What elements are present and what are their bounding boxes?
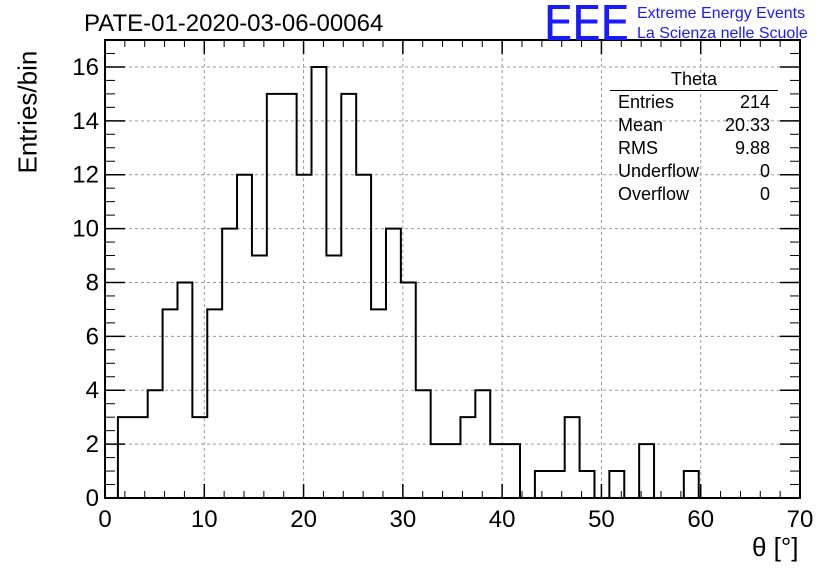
histogram-bin [446,444,461,498]
x-tick-label: 0 [98,506,111,533]
logo-caption-line1: Extreme Energy Events [637,5,806,22]
histogram-bin [639,444,654,498]
histogram-bin [386,229,401,498]
stats-box: Theta Entries 214 Mean 20.33 RMS 9.88 Un… [610,68,778,206]
y-tick-label: 4 [86,377,99,404]
histogram-bin [163,309,178,498]
y-tick-label: 10 [72,216,99,243]
histogram-bin [565,417,580,498]
y-tick-label: 16 [72,54,99,81]
x-tick-label: 20 [290,506,317,533]
axis-ticks [104,39,801,499]
stats-label: Mean [618,115,664,135]
stats-title: Theta [610,68,778,91]
axis-tick-labels: 0 10 20 30 40 50 60 70 0 2 4 6 8 10 12 14 16 [72,54,813,533]
grid-lines [105,40,800,498]
stats-value: 214 [739,92,770,112]
stats-value: 9.88 [734,138,770,158]
x-tick-label: 30 [390,506,417,533]
stats-row-rms: RMS 9.88 [610,137,778,160]
histogram-bin [505,444,520,498]
stats-row-overflow: Overflow 0 [610,183,778,206]
stats-label: RMS [618,138,658,158]
stats-label: Overflow [618,184,690,204]
y-tick-label: 14 [72,108,99,135]
histogram-bin [282,94,297,498]
histogram-bin [312,67,327,498]
stats-label: Underflow [618,161,700,181]
stats-value: 0 [759,161,770,181]
histogram-bin [431,444,446,498]
histogram-bin [326,256,341,498]
y-tick-label: 12 [72,162,99,189]
y-tick-label: 2 [86,431,99,458]
y-axis-label: Entries/bin [12,50,43,174]
histogram-bars [116,65,714,499]
eee-logo: EEE [543,0,630,52]
histogram-outline [116,65,714,499]
histogram-bin [207,309,222,498]
histogram-bin [550,471,565,498]
y-tick-label: 0 [86,485,99,512]
x-tick-label: 40 [489,506,516,533]
histogram-bin [371,309,386,498]
histogram-bin [118,417,133,498]
x-axis-label: θ [°] [752,532,799,562]
histogram-bin [133,417,148,498]
stats-row-entries: Entries 214 [610,91,778,114]
logo-caption: Extreme Energy Events La Scienza nelle S… [637,4,808,44]
histogram-bin [684,471,699,498]
histogram-bin [222,229,237,498]
stats-row-underflow: Underflow 0 [610,160,778,183]
histogram-bin [341,94,356,498]
y-tick-label: 6 [86,323,99,350]
chart-title: PATE-01-2020-03-06-00064 [84,10,384,37]
logo-caption-line2: La Scienza nelle Scuole [637,25,808,42]
histogram-bin [609,471,624,498]
x-tick-label: 10 [191,506,218,533]
x-tick-label: 50 [588,506,615,533]
x-tick-label: 60 [687,506,714,533]
y-tick-label: 8 [86,269,99,296]
stats-value: 20.33 [724,115,770,135]
stats-label: Entries [618,92,675,112]
histogram-bin [460,417,475,498]
stats-value: 0 [759,184,770,204]
stats-row-mean: Mean 20.33 [610,114,778,137]
x-tick-label: 70 [787,506,814,533]
histogram-bin [252,256,267,498]
histogram-bin [267,94,282,498]
